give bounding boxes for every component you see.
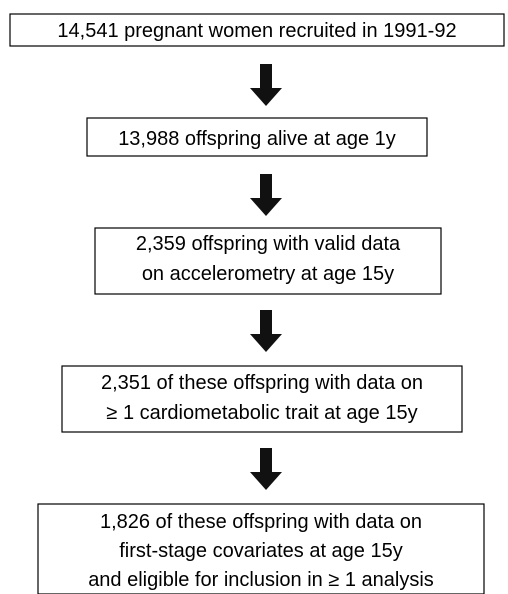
- box-text: 13,988 offspring alive at age 1y: [118, 128, 396, 150]
- box: [94, 227, 442, 295]
- box: [61, 365, 463, 433]
- box-text: and eligible for inclusion in ≥ 1 analys…: [88, 569, 434, 591]
- box: [9, 13, 505, 47]
- box-text: first-stage covariates at age 15y: [119, 540, 402, 562]
- box: [86, 117, 428, 157]
- box-text: 14,541 pregnant women recruited in 1991-…: [57, 20, 456, 42]
- box-text: ≥ 1 cardiometabolic trait at age 15y: [106, 402, 417, 424]
- box-text: 2,359 offspring with valid data: [136, 233, 401, 255]
- box: [37, 503, 485, 594]
- box-text: 2,351 of these offspring with data on: [101, 372, 423, 394]
- box-text: 1,826 of these offspring with data on: [100, 511, 422, 533]
- box-text: on accelerometry at age 15y: [142, 263, 394, 285]
- arrows: [250, 64, 282, 490]
